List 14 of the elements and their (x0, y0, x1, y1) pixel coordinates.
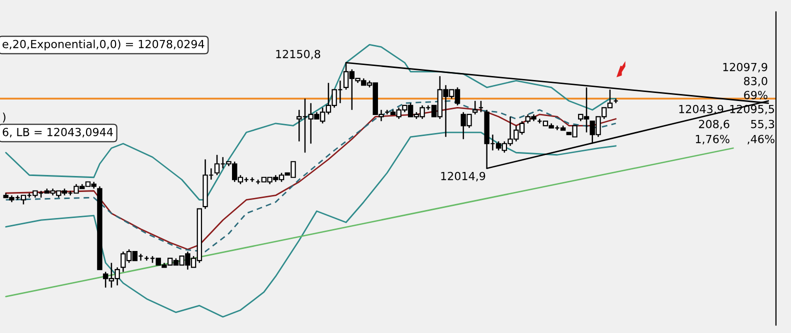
annotation: 55,3 (751, 120, 774, 130)
annotation: 12043,9 (679, 104, 724, 114)
annotation: ,46% (748, 134, 774, 144)
annotation: 6, LB = 12043,0944 (2, 128, 113, 138)
text: 12150,8 (276, 50, 320, 60)
annotation: ) (2, 112, 6, 123)
annotation: 208,6 (699, 120, 730, 130)
annotation: 12095,5 (730, 104, 774, 114)
text: e,20,Exponential,0,0) = 12078,0294 (2, 40, 204, 50)
annotation: 1,76% (696, 134, 730, 144)
annotation: 83,0 (744, 76, 768, 86)
annotation: 69% (744, 90, 768, 100)
annotation: 12097,9 (723, 62, 768, 72)
annotation: 12014,9 (441, 172, 486, 182)
